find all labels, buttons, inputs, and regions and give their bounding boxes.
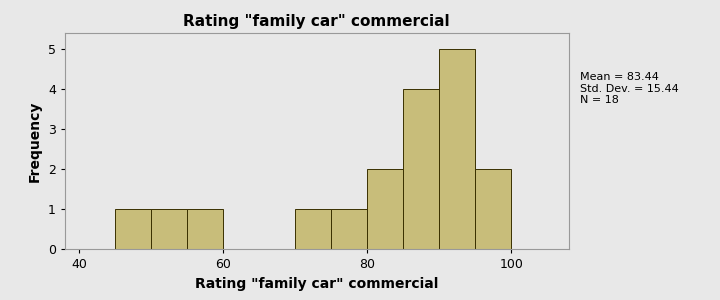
X-axis label: Rating "family car" commercial: Rating "family car" commercial [195,277,438,291]
Bar [295,209,331,249]
Bar [475,169,511,249]
Bar [439,49,475,249]
Bar [115,209,151,249]
Y-axis label: Frequency: Frequency [28,100,42,182]
Bar [331,209,367,249]
Bar [187,209,223,249]
Bar [403,89,439,249]
Bar [367,169,403,249]
Bar [151,209,187,249]
Text: Mean = 83.44
Std. Dev. = 15.44
N = 18: Mean = 83.44 Std. Dev. = 15.44 N = 18 [580,72,678,105]
Title: Rating "family car" commercial: Rating "family car" commercial [184,14,450,29]
